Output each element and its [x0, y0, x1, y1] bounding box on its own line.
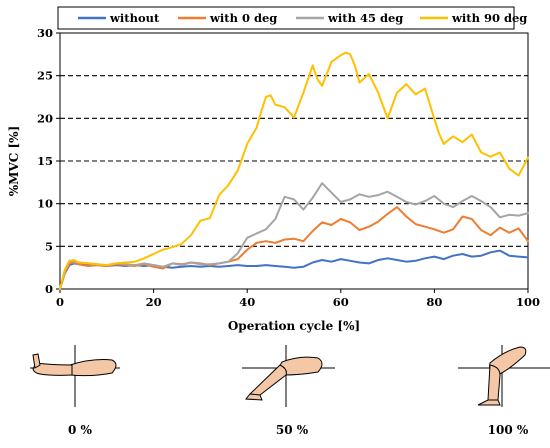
x-tick-label-80: 80: [426, 295, 442, 309]
y-tick-label-30: 30: [37, 26, 53, 40]
y-axis-title: %MVC [%]: [7, 126, 21, 196]
pose-label-50: 50 %: [275, 423, 309, 437]
y-axis: 0 5 10 15 20 25 30: [37, 26, 60, 296]
series-line-3: [59, 182, 529, 290]
pose-0-thigh-icon: [69, 359, 117, 377]
legend-label-2: with 0 deg: [209, 11, 277, 25]
pose-0-foot-icon: [32, 353, 41, 369]
line-chart: 0 5 10 15 20 25 30 0 20 40 60 80 100 %MVC [%] Opera…: [7, 6, 540, 333]
x-axis: 0 20 40 60 80 100: [56, 289, 540, 309]
pose-50-shank-icon: [249, 364, 287, 398]
pose-0-shank-icon: [32, 362, 73, 376]
legend-label-1: without: [109, 11, 160, 25]
x-axis-title: Operation cycle [%]: [228, 319, 360, 333]
posture-illustrations: 0 % 50 % 100 %: [0, 345, 550, 448]
x-tick-label-40: 40: [239, 295, 255, 309]
pose-label-100: 100 %: [487, 423, 529, 437]
y-tick-label-20: 20: [37, 111, 53, 125]
pose-50-foot-icon: [245, 393, 263, 401]
pose-50-figure: [242, 345, 335, 407]
legend-box: [57, 6, 515, 30]
pose-100-foot-icon: [477, 399, 501, 406]
y-tick-label-15: 15: [37, 154, 53, 168]
x-tick-label-60: 60: [333, 295, 349, 309]
pose-100-shank-icon: [487, 364, 501, 401]
y-tick-label-5: 5: [45, 239, 53, 253]
y-tick-label-10: 10: [37, 197, 53, 211]
pose-label-0: 0 %: [68, 423, 92, 437]
pose-100-figure: [458, 345, 550, 407]
legend-label-4: with 90 deg: [451, 11, 527, 25]
y-tick-label-0: 0: [45, 282, 53, 296]
series-line-4: [59, 51, 529, 290]
x-tick-label-100: 100: [516, 295, 540, 309]
legend: without with 0 deg with 45 deg with 90 deg: [57, 6, 527, 30]
series-lines: [59, 51, 529, 290]
y-tick-label-25: 25: [37, 69, 53, 83]
x-tick-label-20: 20: [146, 295, 162, 309]
posture-figures: [30, 345, 550, 407]
legend-label-3: with 45 deg: [327, 11, 403, 25]
x-tick-label-0: 0: [56, 295, 64, 309]
pose-0-figure: [30, 345, 120, 407]
